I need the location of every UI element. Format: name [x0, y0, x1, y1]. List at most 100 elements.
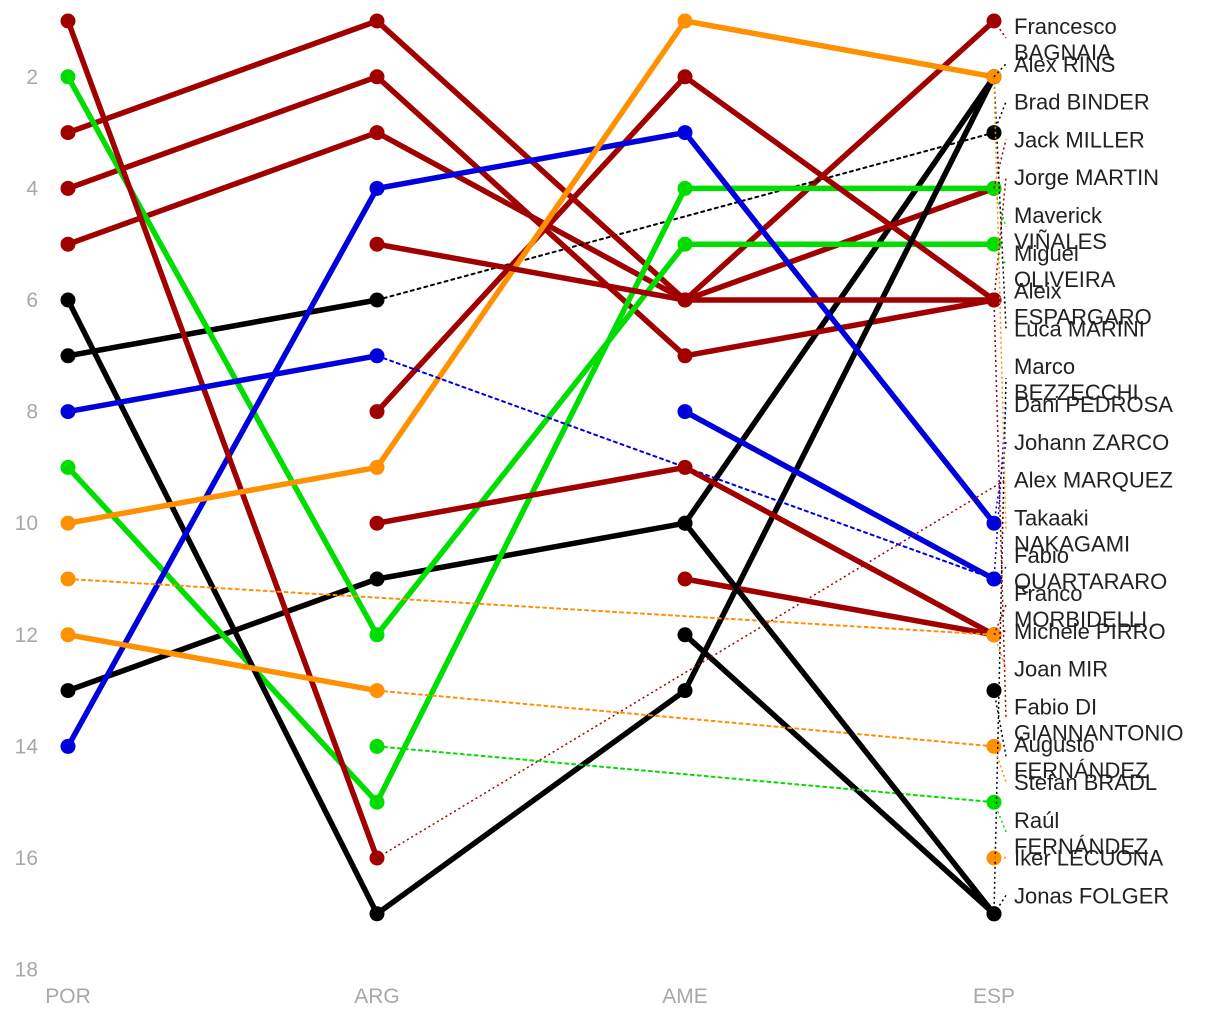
data-point: [60, 404, 76, 420]
series-line: [374, 464, 688, 526]
series-line: [65, 464, 380, 805]
series-label-line: Alex MARQUEZ: [1014, 468, 1173, 493]
series-label-line: BEZZECCHI: [1014, 380, 1139, 405]
data-point: [60, 236, 76, 252]
series-label: Joan MIR: [1014, 657, 1108, 682]
series-label-line: Stefan BRADL: [1014, 770, 1157, 795]
series-label: Marco BEZZECCHI: [1014, 354, 1139, 405]
data-point: [369, 13, 385, 29]
series-label: Jorge MARTIN: [1014, 165, 1159, 190]
label-connector: [993, 20, 1007, 39]
data-point: [369, 236, 385, 252]
series-label: Iker LECUONA: [1014, 846, 1163, 871]
series-line: [374, 74, 688, 359]
series-label: Francesco BAGNAIA: [1014, 14, 1117, 65]
series-line: [682, 18, 997, 80]
series-label: Aleix ESPARGARO: [1014, 279, 1152, 330]
data-point: [369, 69, 385, 85]
series-label-line: Franco: [1014, 581, 1082, 606]
series-line: [374, 241, 688, 303]
series-label-line: Dani PEDROSA: [1014, 392, 1173, 417]
data-point: [60, 738, 76, 754]
series-label-line: Johann ZARCO: [1014, 430, 1169, 455]
data-point: [369, 348, 385, 364]
series-line: [65, 185, 380, 750]
data-point: [369, 627, 385, 643]
series-gap-line: [376, 131, 995, 301]
series-label: Takaaki NAKAGAMI: [1014, 505, 1130, 556]
series-label: Fabio QUARTARARO: [1014, 543, 1167, 594]
series-label-line: FERNÁNDEZ: [1014, 834, 1148, 859]
series-label-line: Raúl: [1014, 808, 1059, 833]
series-label: Jonas FOLGER: [1014, 883, 1169, 908]
y-tick-label: 6: [26, 289, 38, 312]
series-label-line: Brad BINDER: [1014, 90, 1150, 115]
series-label-line: Maverick: [1014, 203, 1103, 228]
series-line: [65, 18, 380, 136]
series-label-line: Aleix: [1014, 279, 1062, 304]
y-axis: 2 4 6 8 10 12 14 16 18: [15, 66, 39, 982]
data-point: [369, 404, 385, 420]
label-connector: [993, 139, 1007, 189]
y-tick-label: 4: [26, 177, 38, 200]
x-axis: POR ARG AME ESP: [45, 985, 1015, 1008]
series-label-line: Joan MIR: [1014, 657, 1108, 682]
series-label: Alex RINS: [1014, 52, 1115, 77]
data-point: [60, 13, 76, 29]
series-label-line: QUARTARARO: [1014, 569, 1167, 594]
series-label: Jack MILLER: [1014, 127, 1145, 152]
label-connector: [993, 801, 1007, 833]
series-gap-line: [376, 745, 995, 804]
series-line: [65, 18, 380, 861]
series-gap-line: [67, 578, 995, 636]
series-line: [682, 520, 997, 917]
data-point: [369, 125, 385, 141]
data-point: [369, 906, 385, 922]
series-line: [682, 18, 997, 303]
series-line: [374, 18, 688, 471]
data-point: [677, 571, 693, 587]
series-label: Alex MARQUEZ: [1014, 468, 1173, 493]
series-label-line: Miguel: [1014, 241, 1079, 266]
series-label-line: Fabio: [1014, 543, 1069, 568]
label-connector: [993, 634, 1007, 669]
series-label-line: Marco: [1014, 354, 1075, 379]
series-label-line: Takaaki: [1014, 505, 1089, 530]
series-label-line: ESPARGARO: [1014, 305, 1152, 330]
data-point: [369, 515, 385, 531]
series-line: [65, 632, 380, 694]
series-line: [65, 464, 380, 526]
data-point: [60, 627, 76, 643]
y-tick-label: 14: [15, 735, 39, 758]
series-line: [65, 74, 380, 638]
series-label-line: Jonas FOLGER: [1014, 883, 1169, 908]
series-label-line: GIANNANTONIO: [1014, 720, 1184, 745]
series-label: Stefan BRADL: [1014, 770, 1157, 795]
dots-layer: [60, 13, 1002, 922]
data-point: [60, 292, 76, 308]
label-connector: [993, 746, 1007, 783]
series-line: [374, 520, 688, 582]
series-label-line: Iker LECUONA: [1014, 846, 1163, 871]
data-point: [677, 69, 693, 85]
data-point: [60, 180, 76, 196]
data-point: [677, 627, 693, 643]
data-point: [60, 348, 76, 364]
label-connector: [993, 604, 1007, 636]
data-point: [60, 515, 76, 531]
series-label-line: BAGNAIA: [1014, 40, 1112, 65]
label-connector: [993, 299, 1007, 719]
label-connector: [376, 478, 1007, 859]
data-point: [677, 292, 693, 308]
series-label: Maverick VIÑALES: [1014, 203, 1107, 254]
series-label: Dani PEDROSA: [1014, 392, 1173, 417]
x-tick-label: ARG: [354, 985, 400, 1008]
series-line: [65, 297, 380, 917]
series-line: [682, 408, 997, 582]
data-point: [369, 738, 385, 754]
series-label: Franco MORBIDELLI: [1014, 581, 1147, 632]
series-label-line: NAKAGAMI: [1014, 531, 1130, 556]
y-tick-label: 2: [26, 66, 38, 89]
series-label: Luca MARINI: [1014, 316, 1145, 341]
